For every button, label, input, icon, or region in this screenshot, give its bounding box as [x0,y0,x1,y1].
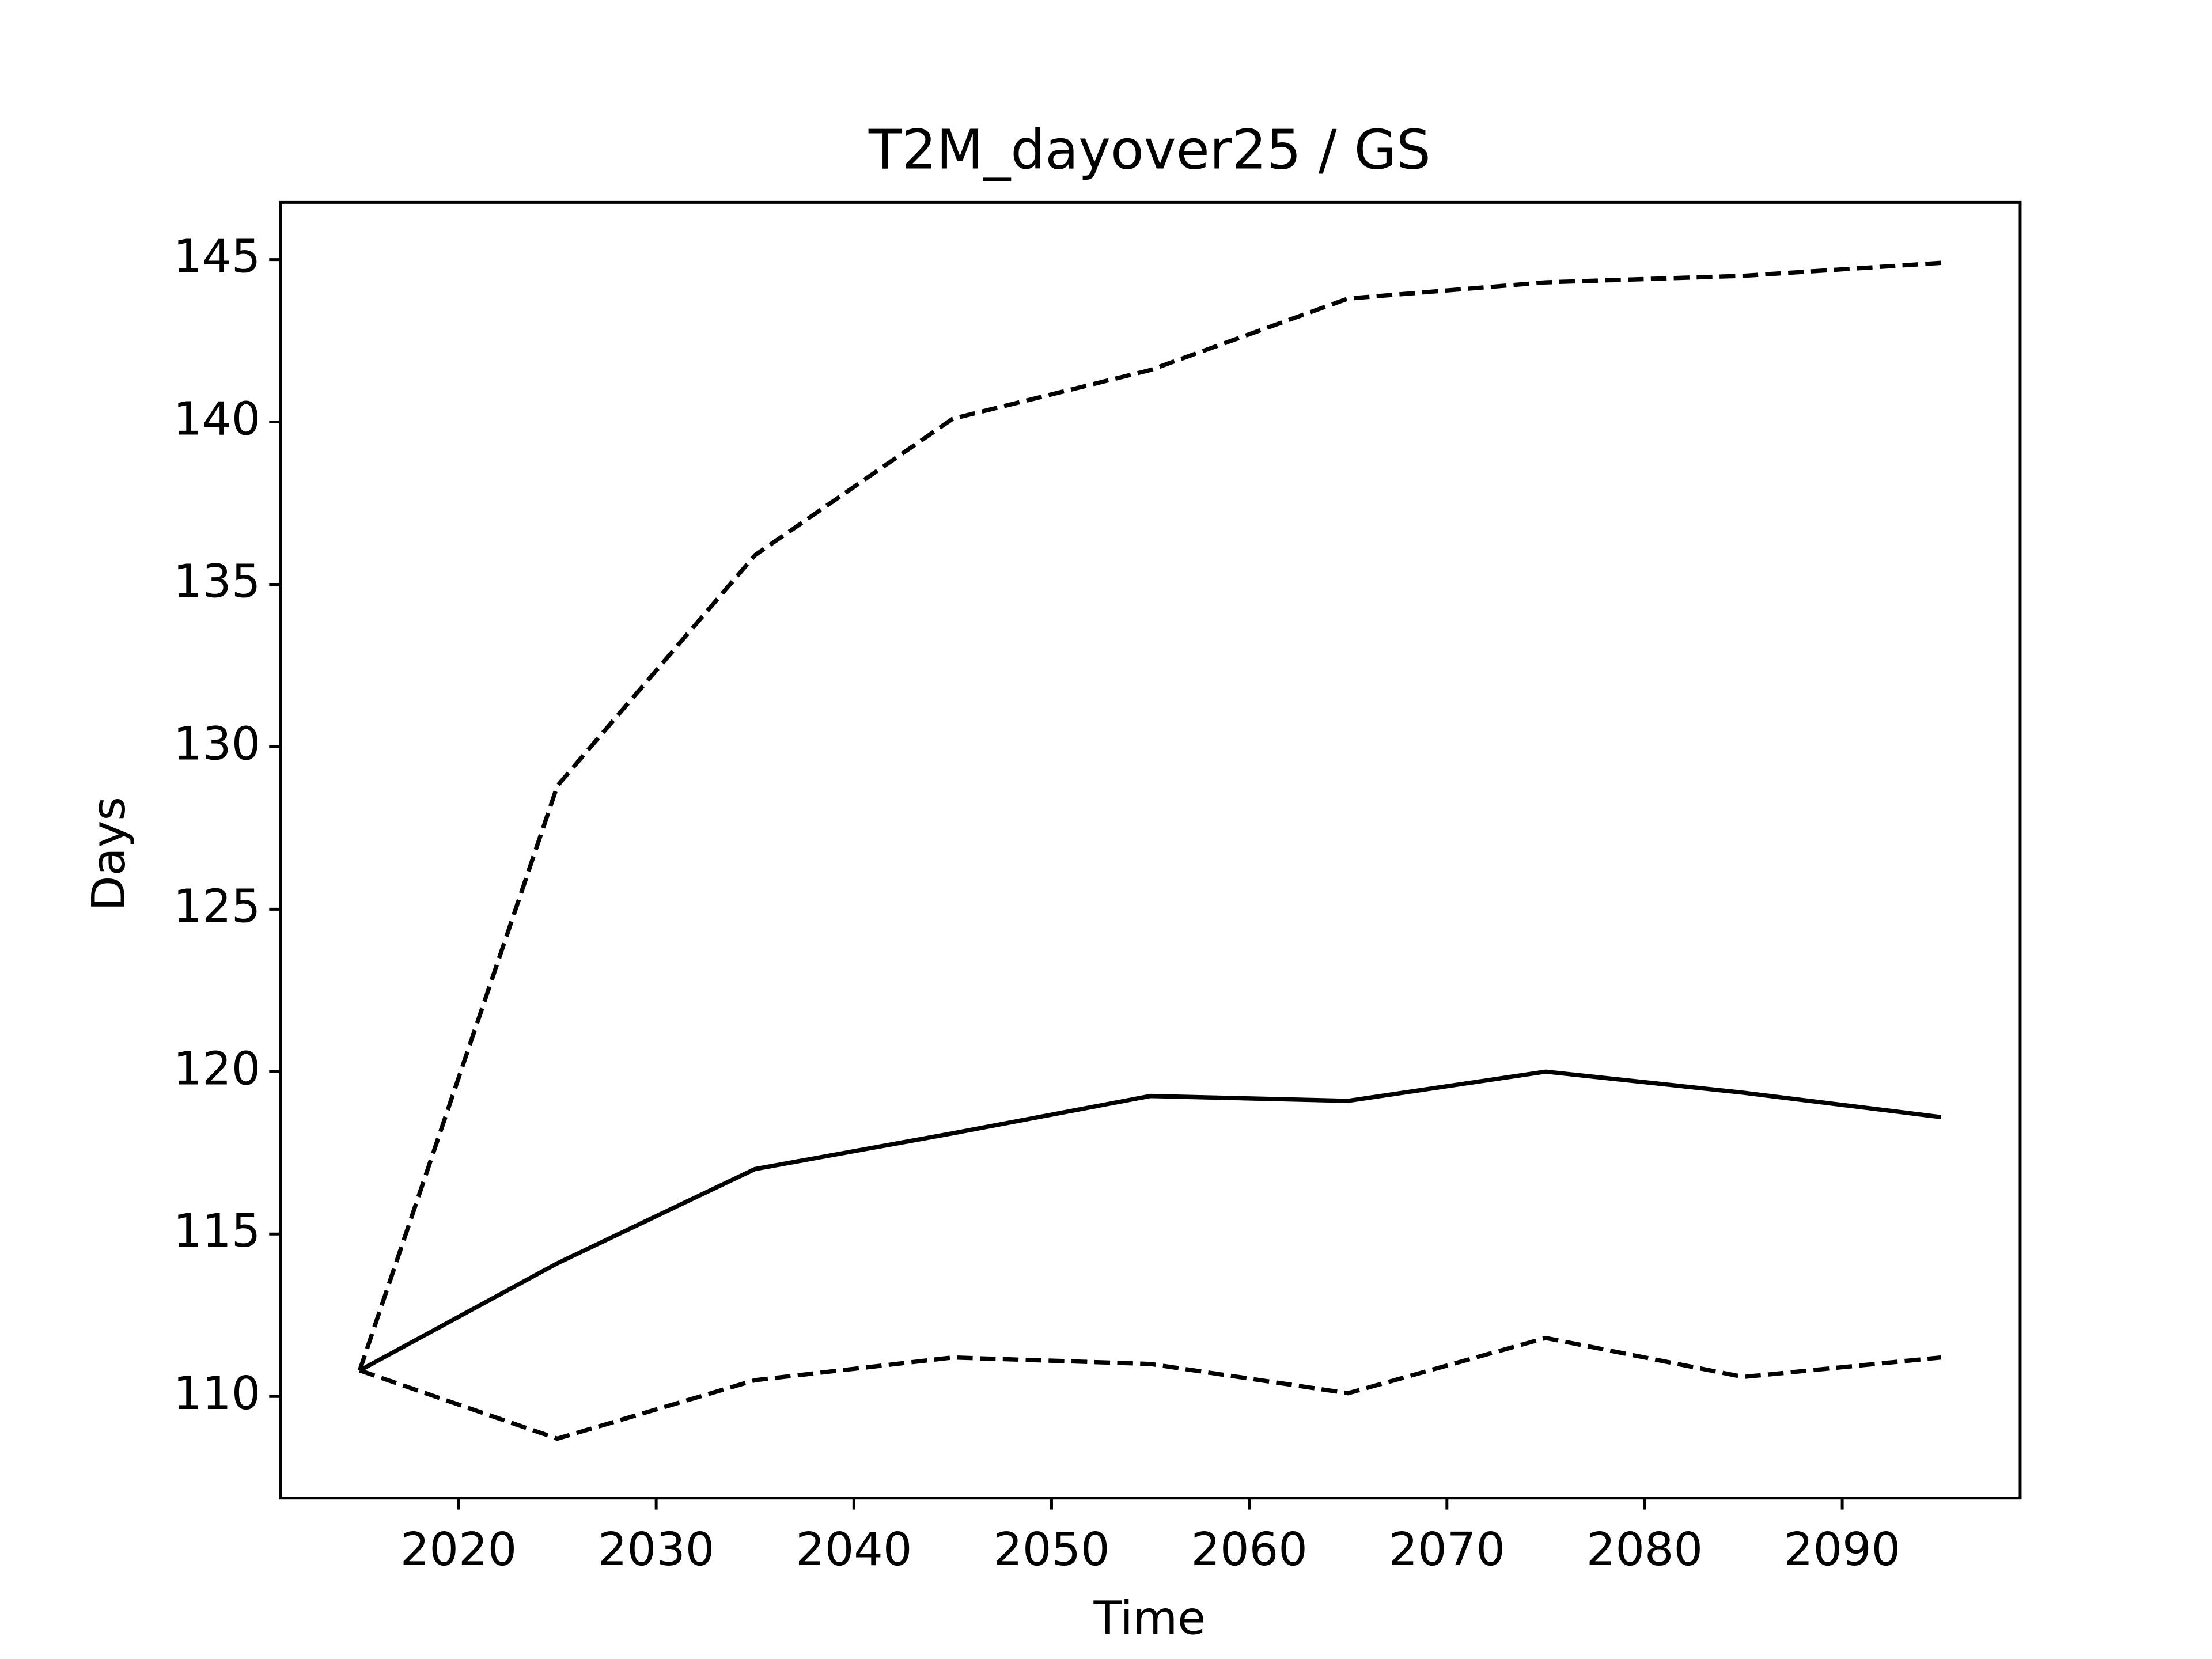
y-tick-label: 135 [173,554,261,608]
x-tick-label: 2040 [796,1522,912,1576]
series-line [359,1335,1942,1441]
chart-title: T2M_dayover25 / GS [868,119,1431,182]
x-axis-label: Time [1093,1591,1206,1645]
x-tick-label: 2030 [598,1522,714,1576]
x-tick-label: 2020 [400,1522,517,1576]
y-tick-label: 140 [173,392,261,446]
x-tick-label: 2060 [1191,1522,1307,1576]
plot-frame [279,200,2022,1500]
y-tick-label: 115 [173,1204,261,1257]
x-tick-label: 2080 [1586,1522,1703,1576]
x-tick-label: 2050 [993,1522,1109,1576]
x-tick-label: 2070 [1389,1522,1505,1576]
x-tick-label: 2090 [1784,1522,1900,1576]
y-axis-label: Days [82,797,135,911]
y-tick-label: 145 [173,230,261,283]
y-tick-label: 130 [173,717,261,770]
series-line [358,1069,1942,1373]
y-tick-label: 125 [173,879,261,933]
series-line [357,260,1941,1372]
y-tick-label: 120 [173,1041,261,1095]
y-tick-label: 110 [173,1366,261,1420]
